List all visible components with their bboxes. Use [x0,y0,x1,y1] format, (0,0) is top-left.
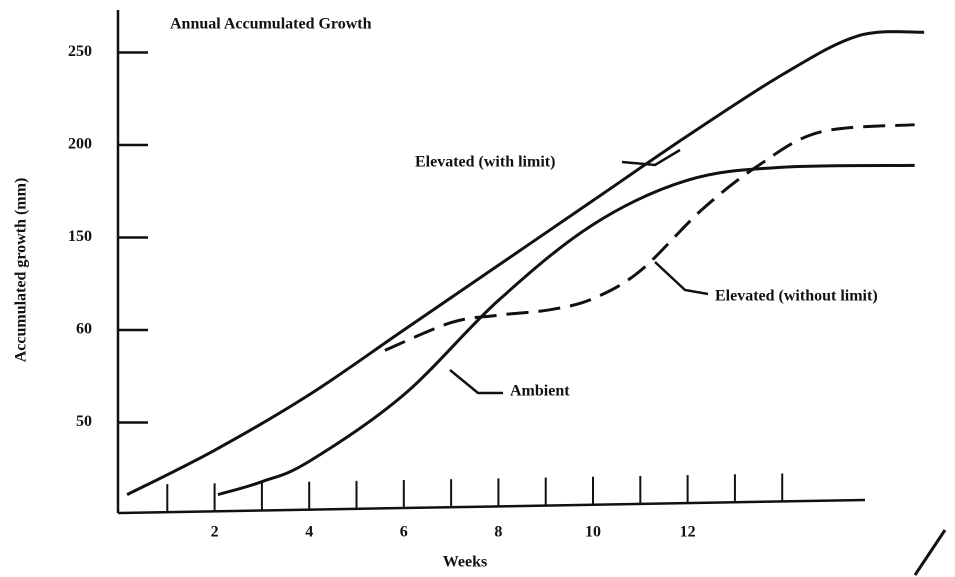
x-tick-label: 2 [211,524,219,541]
series-line [126,30,925,496]
x-axis [117,498,866,515]
y-tick-label: 60 [76,321,92,338]
series-line [384,123,915,352]
y-tick-label: 250 [68,43,92,60]
x-tick-label: 4 [305,524,313,541]
label-arrow [449,369,503,395]
y-tick-label: 50 [76,413,92,430]
x-tick-label: 10 [585,524,601,541]
x-tick-label: 12 [680,524,696,541]
x-tick-label: 8 [494,524,502,541]
chart-title: Annual Accumulated Growth [170,16,372,33]
label-arrow [654,261,709,296]
series-label: Ambient [510,383,570,400]
y-tick-label: 200 [68,136,92,153]
series-label: Elevated (with limit) [415,154,555,171]
scan-mark [913,529,947,576]
label-arrow [621,148,681,167]
series-label: Elevated (without limit) [715,288,878,305]
series-line [217,163,915,497]
x-axis-label: Weeks [443,554,487,571]
x-tick-label: 6 [400,524,408,541]
y-axis-label: Accumulated growth (mm) [13,178,30,363]
y-tick-label: 150 [68,228,92,245]
